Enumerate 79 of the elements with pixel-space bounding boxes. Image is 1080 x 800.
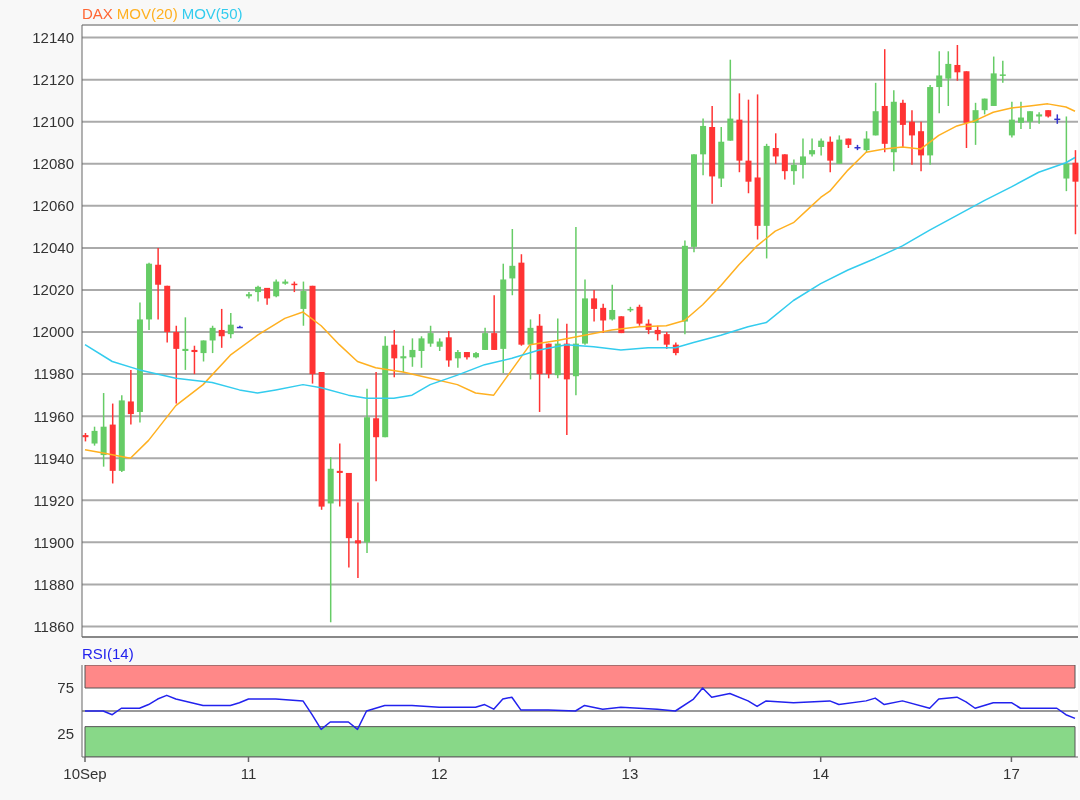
candlestick [127,369,134,426]
candlestick [727,58,734,142]
candlestick [745,98,752,194]
y-tick-label: 12060 [32,197,74,215]
candlestick [1036,111,1043,125]
y-tick-label: 12100 [32,113,74,131]
candlestick [781,153,788,181]
y-tick-label: 11900 [33,533,74,551]
candlestick [173,324,180,405]
candlestick [609,283,616,322]
candlestick [200,339,207,363]
y-tick-label: 12000 [32,323,74,341]
candlestick [445,330,452,368]
y-tick-label: 11860 [33,617,74,635]
candlestick [427,324,434,348]
candlestick [1072,149,1079,236]
candlestick [936,50,943,115]
candlestick [418,335,425,369]
y-tick-label: 11960 [33,407,74,425]
candlestick [899,98,906,149]
candlestick [191,344,198,375]
chart-title: DAX [82,5,113,22]
y-tick-label: 12020 [32,281,74,299]
candlestick [1063,115,1070,192]
candlestick [482,327,489,351]
x-tick-label: 14 [812,765,830,782]
candlestick [409,337,416,368]
y-tick-label: 12120 [32,71,74,89]
x-tick-label: 11 [240,765,257,782]
candlestick [354,501,361,579]
x-tick-label: 10Sep [63,765,107,782]
candlestick [772,132,779,165]
candlestick [182,316,189,371]
candlestick [600,302,607,334]
candlestick [908,109,915,166]
y-tick-label: 12140 [32,28,74,46]
y-tick-label: 11980 [33,365,74,383]
candlestick [527,318,534,381]
candlestick [954,44,961,82]
candlestick [636,303,643,327]
y-tick-label: 75 [57,679,74,697]
candlestick [799,137,806,180]
text: RSI(14) [82,645,134,662]
x-tick-label: 12 [430,765,448,782]
y-tick-label: 25 [57,725,74,743]
candlestick [863,130,870,153]
candlestick [945,50,952,107]
candlestick [1008,101,1015,139]
candlestick [218,308,225,349]
candlestick [491,294,498,351]
y-tick-label: 11920 [33,491,74,509]
candlestick [91,425,98,447]
candlestick [809,137,816,158]
candlestick [509,228,516,296]
x-tick-label: 13 [621,765,639,782]
candlestick [790,158,797,186]
y-tick-label: 12080 [32,155,74,173]
y-tick-label: 11880 [33,575,74,593]
candlestick [999,60,1006,84]
text: MOV(50) [181,5,243,22]
candlestick [209,324,216,354]
line-series [84,687,1076,731]
candlestick [1017,101,1024,130]
candlestick [155,247,162,321]
candlestick [827,135,834,173]
candlestick [400,344,407,373]
candlestick [591,289,598,323]
candlestick [373,371,380,483]
candlestick [336,442,343,508]
line-series [84,103,1076,459]
candlestick [391,329,398,379]
line-series [84,156,1076,400]
candlestick [255,285,262,303]
x-tick-label: 17 [1003,765,1020,782]
text: MOV(20) [116,5,178,22]
y-tick-label: 11940 [33,449,74,467]
candlestick [227,312,234,340]
candlestick [300,280,307,327]
y-tick-label: 12040 [32,239,74,257]
